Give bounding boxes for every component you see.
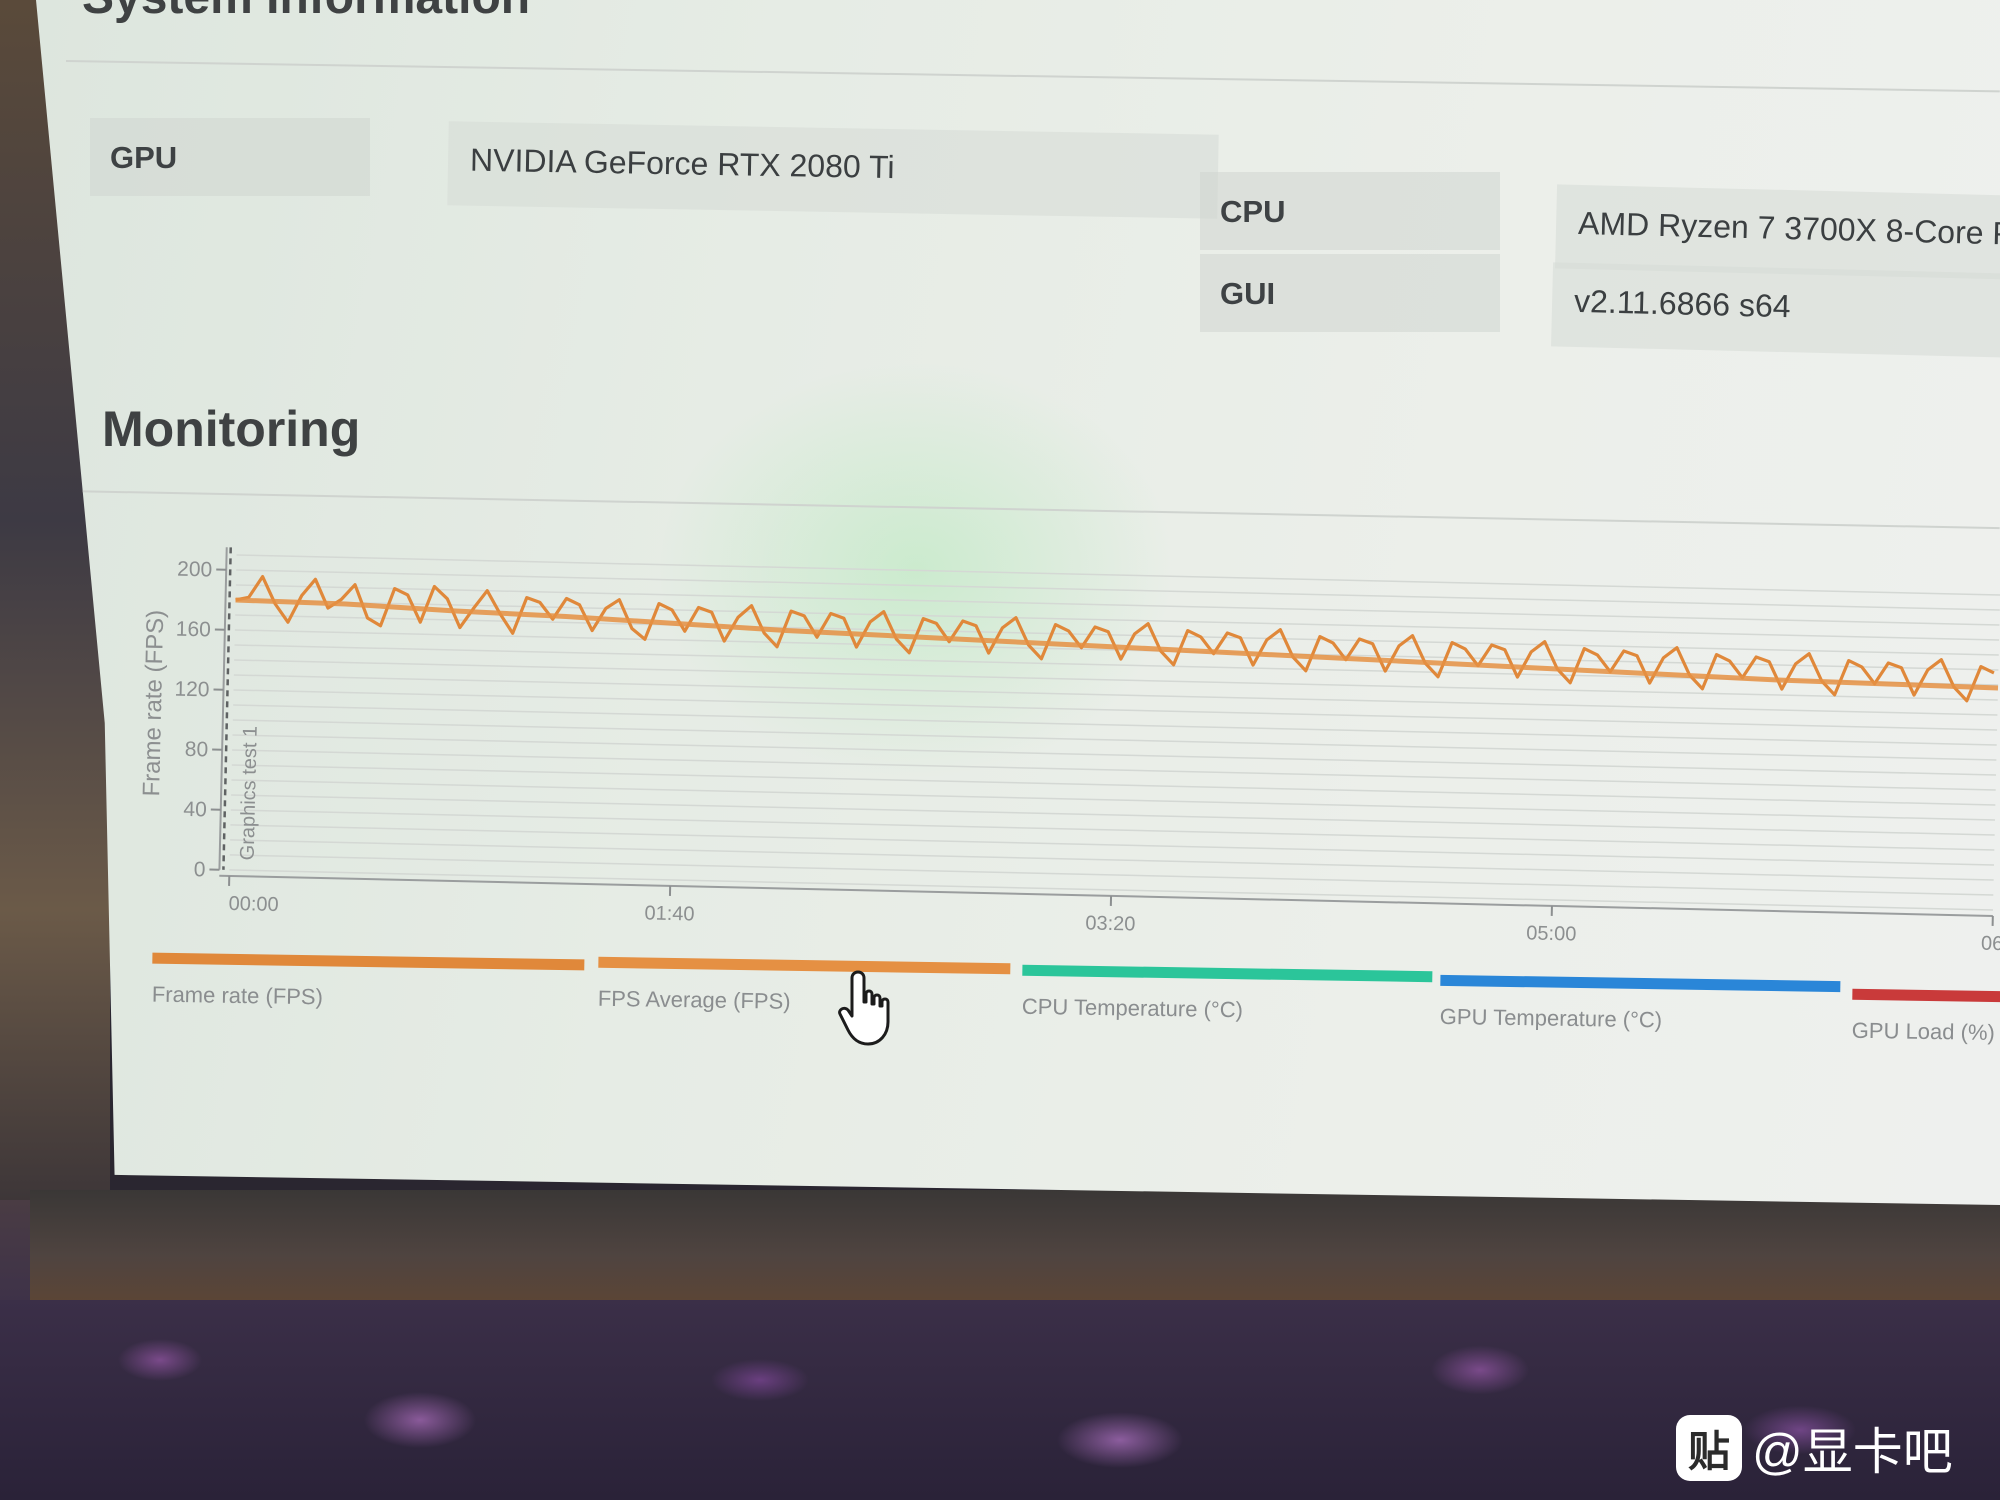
grid-line [236, 554, 2000, 596]
y-tick-label: 200 [177, 558, 213, 582]
info-label-cpu: CPU [1200, 172, 1500, 250]
legend-item-cpu-temperature[interactable]: CPU Temperature (°C) [1021, 964, 1433, 1026]
y-tick-label: 160 [176, 618, 212, 642]
x-tick-label: 03:20 [1085, 912, 1136, 935]
monitoring-title: Monitoring [102, 401, 361, 457]
grid-line [235, 614, 1999, 656]
series-frame-rate-line [235, 575, 1995, 703]
info-label-gui: GUI [1200, 254, 1500, 332]
series-fps-average-line [235, 597, 1999, 691]
grid-line [235, 584, 2000, 626]
legend-label: GPU Temperature (°C) [1439, 1003, 1663, 1033]
x-tick-label: 06 [1981, 933, 2000, 955]
frame-rate-chart: 0 40 80 120 160 200 Frame rate (FPS) 00:00 01:40… [138, 547, 2000, 955]
x-axis [219, 874, 1993, 917]
y-axis-title: Frame rate (FPS) [138, 610, 169, 797]
y-tick-label: 120 [174, 678, 210, 702]
monitor-screen: System Information GPU NVIDIA GeForce RT… [36, 0, 2000, 1205]
background-flowers [0, 1300, 2000, 1500]
grid-line [230, 809, 1995, 851]
y-axis [218, 547, 228, 870]
legend-label: GPU Load (%) [1851, 1017, 1996, 1045]
annotation-marker [222, 547, 232, 870]
grid-line [235, 599, 2000, 641]
grid-line [232, 719, 1997, 761]
grid-line [233, 689, 1998, 731]
grid-line [231, 779, 1996, 821]
watermark-text: @显卡吧 [1752, 1424, 1953, 1480]
watermark: 贴 @显卡吧 [1676, 1412, 1953, 1484]
grid-line [229, 869, 1993, 911]
system-information-title: System Information [82, 0, 530, 25]
y-tick-label: 80 [185, 738, 209, 762]
grid-line [232, 734, 1997, 776]
y-tick-label: 0 [193, 858, 205, 881]
hand-pointer-icon [838, 970, 890, 1046]
info-label-gpu: GPU [90, 118, 370, 196]
grid-line [233, 674, 1998, 716]
legend-item-gpu-temperature[interactable]: GPU Temperature (°C) [1439, 974, 1841, 1036]
grid-line [236, 569, 2000, 611]
grid-line [229, 854, 1994, 896]
legend-swatch [1852, 988, 2000, 1003]
legend-item-gpu-load[interactable]: GPU Load (%) [1851, 988, 2000, 1047]
monitor-bezel [30, 1190, 2000, 1300]
legend-label: CPU Temperature (°C) [1021, 993, 1244, 1023]
grid-line [234, 659, 1998, 701]
annotation-label: Graphics test 1 [237, 726, 262, 861]
grid-line [232, 749, 1996, 791]
x-tick-label: 01:40 [644, 902, 695, 925]
grid-line [230, 839, 1994, 881]
grid-line [231, 794, 1995, 836]
legend-item-fps-average[interactable]: FPS Average (FPS) [597, 956, 1011, 1018]
legend-swatch [1022, 964, 1433, 983]
legend-label: FPS Average (FPS) [597, 985, 791, 1014]
x-tick-label: 00:00 [228, 893, 279, 916]
tieba-badge-icon: 贴 [1676, 1415, 1742, 1481]
legend-label: Frame rate (FPS) [151, 981, 324, 1010]
y-tick-label: 40 [183, 798, 207, 822]
grid-line [230, 824, 1995, 866]
x-tick-label: 05:00 [1526, 922, 1577, 945]
legend-swatch [1440, 974, 1841, 993]
grid-line [233, 704, 1997, 746]
grid-line [231, 764, 1996, 806]
legend-item-frame-rate[interactable]: Frame rate (FPS) [151, 952, 585, 1015]
